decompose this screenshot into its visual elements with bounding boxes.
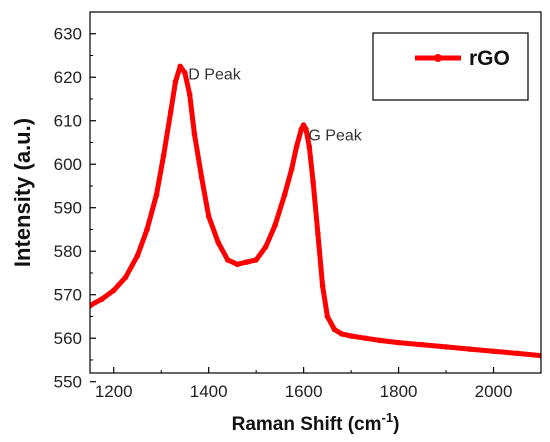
y-tick-label: 550: [54, 373, 82, 392]
data-point: [122, 274, 129, 281]
series-line: [90, 63, 541, 359]
data-point: [144, 226, 150, 233]
data-point: [177, 63, 183, 70]
y-tick-label: 590: [54, 199, 82, 218]
y-tick-label: 600: [54, 155, 82, 174]
data-point: [198, 174, 205, 181]
y-tick-label: 570: [54, 286, 82, 305]
legend-box: [372, 32, 529, 101]
data-point: [306, 144, 313, 150]
plot-frame: [89, 11, 542, 374]
legend-swatch-marker: [434, 54, 442, 62]
data-point: [134, 252, 141, 259]
data-point: [300, 122, 307, 128]
data-point: [298, 126, 305, 133]
data-point: [315, 231, 321, 237]
data-point: [160, 152, 167, 159]
data-point: [395, 339, 402, 346]
data-point: [243, 259, 250, 265]
x-tick-label: 1200: [95, 382, 133, 401]
x-axis-title-main: Raman Shift (cm: [232, 414, 382, 435]
data-point: [253, 257, 259, 263]
data-point: [90, 302, 93, 309]
plot-area: [90, 63, 541, 359]
axes: 1200 1400 1600 1800 2000 550 560 570 580 590 600 61…: [10, 11, 542, 435]
legend-label: rGO: [469, 47, 510, 70]
y-tick-label: 630: [54, 25, 82, 44]
legend: rGO: [372, 32, 529, 101]
data-point: [172, 78, 179, 85]
data-point: [538, 352, 541, 359]
data-point: [182, 70, 188, 76]
data-point: [186, 91, 193, 98]
data-point: [324, 313, 331, 320]
data-point: [310, 178, 316, 185]
series-rGO: [90, 63, 541, 359]
x-axis-title: Raman Shift (cm-1): [232, 410, 400, 435]
x-axis-title-close: ): [393, 414, 399, 435]
data-point: [319, 283, 326, 289]
data-point: [191, 131, 198, 137]
data-point: [110, 287, 117, 294]
data-point: [234, 261, 240, 268]
data-point: [338, 331, 345, 337]
data-point: [362, 335, 369, 342]
x-tick-label: 2000: [475, 382, 513, 401]
data-point: [215, 239, 221, 246]
data-point: [303, 126, 309, 133]
data-point: [281, 191, 288, 198]
data-point: [490, 348, 497, 355]
y-tick-label: 580: [54, 242, 82, 261]
x-tick-label: 1800: [380, 382, 418, 401]
data-point: [205, 213, 212, 220]
data-point: [348, 333, 354, 339]
data-point: [376, 337, 383, 344]
data-point: [467, 346, 473, 352]
x-tick-label: 1400: [190, 382, 228, 401]
data-point: [167, 109, 174, 115]
data-point: [153, 191, 160, 198]
y-tick-label: 620: [54, 68, 82, 87]
data-point: [289, 165, 295, 172]
data-point: [514, 350, 521, 357]
data-point: [224, 257, 231, 263]
annotation-label: D Peak: [188, 66, 241, 83]
x-tick-label: 1600: [285, 382, 323, 401]
data-point: [293, 144, 300, 150]
data-point: [272, 222, 278, 228]
data-point: [331, 326, 338, 333]
data-point: [443, 344, 449, 350]
annotation-label: G Peak: [308, 127, 362, 144]
y-tick-label: 610: [54, 112, 82, 131]
data-point: [99, 296, 105, 302]
data-point: [419, 341, 426, 348]
y-axis-title: Intensity (a.u.): [10, 118, 35, 267]
y-tick-label: 560: [54, 329, 82, 348]
data-point: [262, 244, 269, 250]
x-axis-title-sup: -1: [382, 410, 394, 425]
